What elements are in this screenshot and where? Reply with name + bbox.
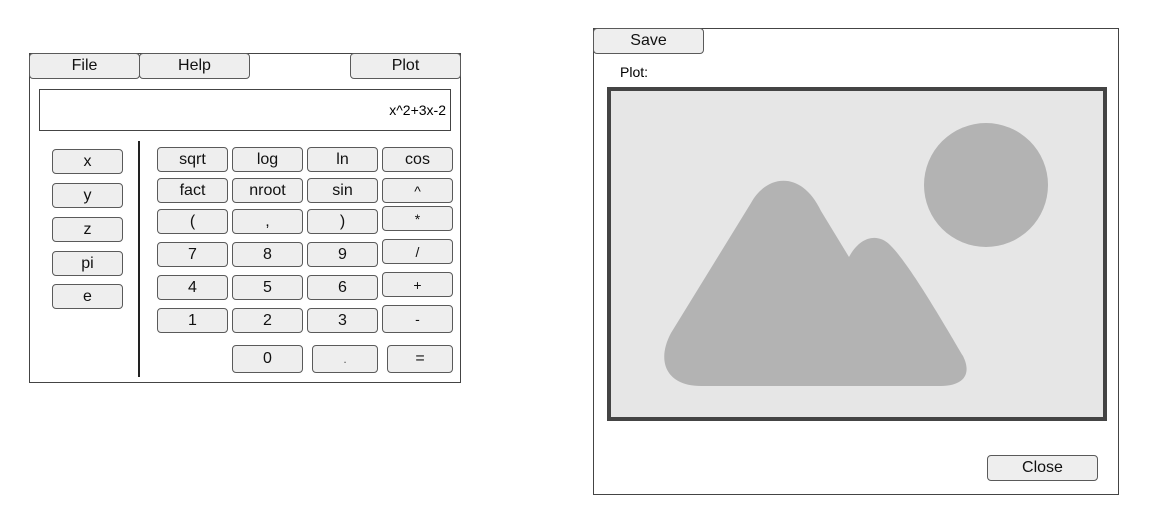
log-button[interactable]: log xyxy=(232,147,303,172)
digit-8-button[interactable]: 8 xyxy=(232,242,303,267)
sun-shape xyxy=(924,123,1048,247)
digit-3-button[interactable]: 3 xyxy=(307,308,378,333)
digit-7-button[interactable]: 7 xyxy=(157,242,228,267)
file-menu-button[interactable]: File xyxy=(29,53,140,79)
subtract-button[interactable]: - xyxy=(382,305,453,333)
image-placeholder-icon xyxy=(664,123,1048,386)
comma-button[interactable]: , xyxy=(232,209,303,234)
close-button[interactable]: Close xyxy=(987,455,1098,481)
var-z-button[interactable]: z xyxy=(52,217,123,242)
plot-area xyxy=(607,87,1107,421)
save-button[interactable]: Save xyxy=(593,28,704,54)
plot-label: Plot: xyxy=(620,64,649,80)
power-button[interactable]: ^ xyxy=(382,178,453,203)
sin-button[interactable]: sin xyxy=(307,178,378,203)
digit-6-button[interactable]: 6 xyxy=(307,275,378,300)
add-button[interactable]: + xyxy=(382,272,453,297)
digit-0-button[interactable]: 0 xyxy=(232,345,303,373)
equals-button[interactable]: = xyxy=(387,345,453,373)
plot-button[interactable]: Plot xyxy=(350,53,461,79)
sqrt-button[interactable]: sqrt xyxy=(157,147,228,172)
divide-button[interactable]: / xyxy=(382,239,453,264)
var-pi-button[interactable]: pi xyxy=(52,251,123,276)
digit-1-button[interactable]: 1 xyxy=(157,308,228,333)
nroot-button[interactable]: nroot xyxy=(232,178,303,203)
ln-button[interactable]: ln xyxy=(307,147,378,172)
mountains-shape xyxy=(664,180,967,386)
var-y-button[interactable]: y xyxy=(52,183,123,208)
digit-2-button[interactable]: 2 xyxy=(232,308,303,333)
fact-button[interactable]: fact xyxy=(157,178,228,203)
help-menu-button[interactable]: Help xyxy=(139,53,250,79)
decimal-point-button[interactable]: . xyxy=(312,345,378,373)
digit-5-button[interactable]: 5 xyxy=(232,275,303,300)
var-x-button[interactable]: x xyxy=(52,149,123,174)
digit-4-button[interactable]: 4 xyxy=(157,275,228,300)
expression-display[interactable]: x^2+3x-2 xyxy=(39,89,451,131)
digit-9-button[interactable]: 9 xyxy=(307,242,378,267)
right-paren-button[interactable]: ) xyxy=(307,209,378,234)
multiply-button[interactable]: * xyxy=(382,206,453,231)
var-e-button[interactable]: e xyxy=(52,284,123,309)
cos-button[interactable]: cos xyxy=(382,147,453,172)
left-paren-button[interactable]: ( xyxy=(157,209,228,234)
keypad-divider xyxy=(138,141,140,377)
